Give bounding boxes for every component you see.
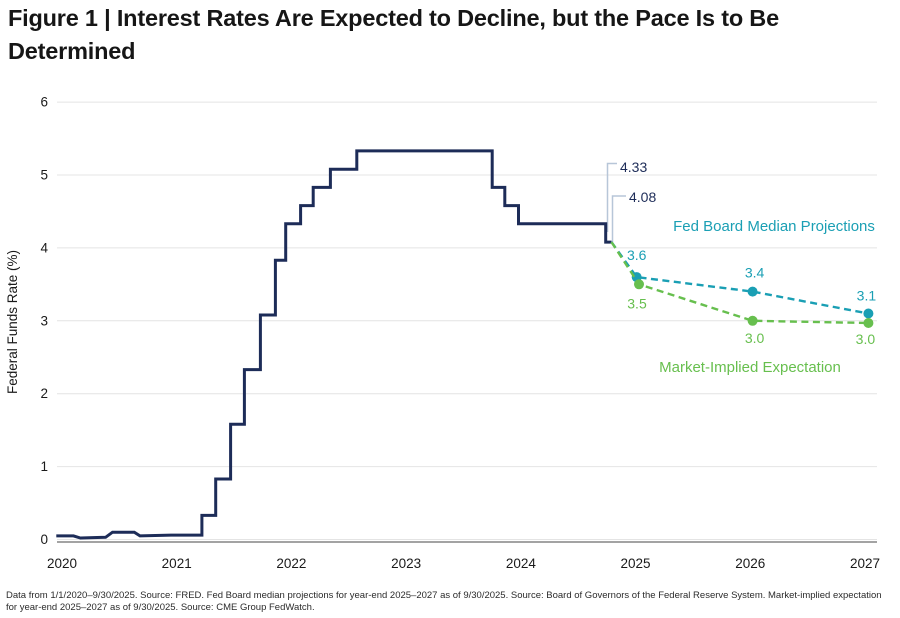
- fed_projections-point-label: 3.4: [745, 265, 765, 281]
- y-tick-label: 4: [40, 240, 48, 255]
- rate-annotation: 4.08: [629, 189, 656, 205]
- rate-annotation: 4.33: [620, 159, 647, 175]
- x-tick-label: 2027: [850, 556, 880, 571]
- fed_projections-point-label: 3.6: [627, 247, 647, 263]
- market_implied-point-label: 3.0: [745, 330, 765, 346]
- y-tick-label: 0: [40, 532, 48, 547]
- y-tick-label: 1: [40, 459, 48, 474]
- fed_projections-line: [610, 241, 869, 315]
- x-tick-label: 2022: [276, 556, 306, 571]
- figure-title: Figure 1 | Interest Rates Are Expected t…: [8, 5, 779, 64]
- x-tick-label: 2021: [162, 556, 192, 571]
- y-tick-label: 2: [40, 386, 48, 401]
- fed_projections-dot: [863, 308, 874, 319]
- fed_projections-dot: [747, 286, 758, 297]
- x-tick-label: 2026: [735, 556, 765, 571]
- market_implied-line: [610, 241, 869, 325]
- market_implied-dot: [747, 315, 758, 326]
- source-footnote: Data from 1/1/2020–9/30/2025. Source: FR…: [6, 590, 882, 613]
- market_implied-point-label: 3.5: [627, 295, 647, 311]
- market_implied-point-label: 3.0: [856, 331, 876, 347]
- annotation-leader-line: [606, 162, 617, 232]
- fed_projections-point-label: 3.1: [857, 288, 877, 304]
- market_implied-dot: [863, 318, 874, 328]
- market_implied-dot: [634, 279, 644, 290]
- market_implied-series-label: Market-Implied Expectation: [659, 359, 841, 376]
- y-tick-label: 5: [40, 168, 48, 183]
- x-tick-label: 2024: [506, 556, 537, 571]
- y-tick-label: 3: [40, 313, 48, 328]
- x-tick-label: 2023: [391, 556, 421, 571]
- y-axis-title: Federal Funds Rate (%): [5, 250, 20, 394]
- fed_projections-series-label: Fed Board Median Projections: [673, 218, 875, 235]
- annotation-leader-line: [611, 195, 626, 242]
- y-tick-label: 6: [40, 95, 48, 110]
- x-tick-label: 2025: [621, 556, 651, 571]
- x-tick-label: 2020: [47, 556, 77, 571]
- historical-rate-line: [56, 149, 612, 540]
